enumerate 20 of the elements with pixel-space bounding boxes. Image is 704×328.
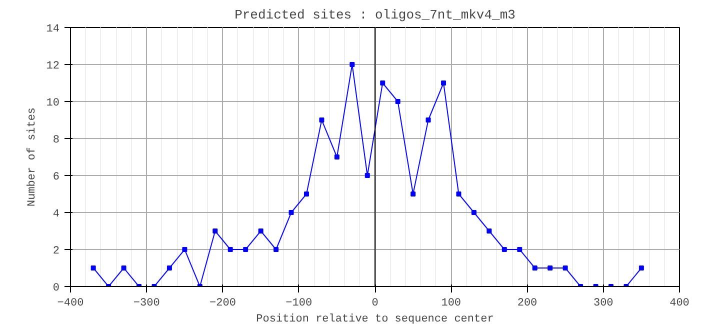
y-tick-label: 0 bbox=[52, 282, 60, 294]
chart-title: Predicted sites : oligos_7nt_mkv4_m3 bbox=[234, 8, 516, 22]
y-tick-label: 2 bbox=[52, 246, 60, 258]
y-tick-label: 10 bbox=[46, 98, 60, 110]
y-tick-label: 14 bbox=[46, 24, 60, 36]
y-tick-label: 12 bbox=[46, 60, 60, 72]
y-tick-label: 8 bbox=[52, 134, 60, 146]
x-tick-label: 0 bbox=[372, 298, 378, 310]
x-tick-label: 300 bbox=[593, 298, 614, 310]
x-tick-label: 100 bbox=[441, 298, 462, 310]
x-tick-label: 200 bbox=[517, 298, 538, 310]
x-tick-label: −200 bbox=[210, 298, 236, 310]
x-tick-label: −400 bbox=[57, 298, 84, 310]
x-tick-label: 400 bbox=[670, 298, 690, 310]
x-tick-label: −100 bbox=[286, 298, 312, 310]
y-tick-label: 4 bbox=[52, 208, 60, 220]
x-axis-title: Position relative to sequence center bbox=[256, 314, 494, 326]
y-axis-title: Number of sites bbox=[26, 107, 38, 207]
y-tick-label: 6 bbox=[52, 172, 60, 184]
x-tick-label: −300 bbox=[133, 298, 160, 310]
